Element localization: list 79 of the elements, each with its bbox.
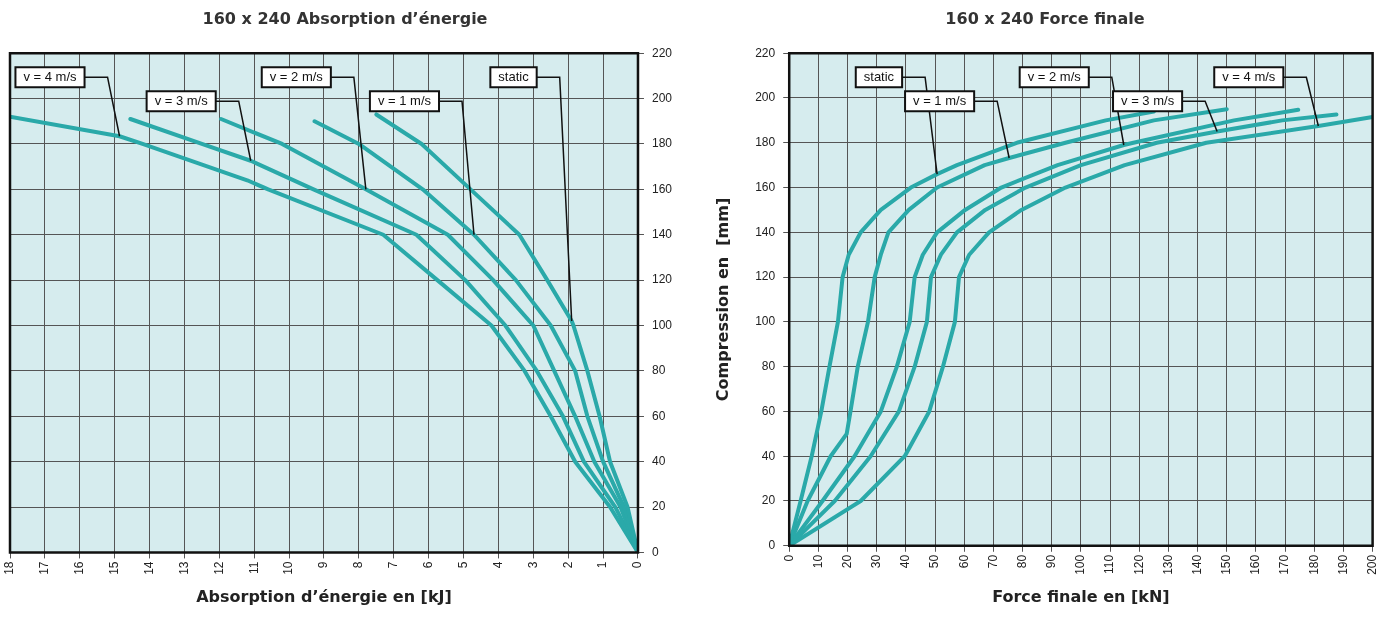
- x-tick-label: 70: [985, 554, 1000, 569]
- y-tick-label: 180: [755, 135, 776, 150]
- y-tick-label: 60: [651, 408, 666, 423]
- annotation: static: [863, 68, 895, 84]
- y-tick-label: 120: [651, 272, 673, 287]
- x-tick-label: 11: [246, 561, 261, 574]
- x-tick-label: 160: [1248, 554, 1263, 575]
- x-tick-label: 40: [898, 554, 913, 569]
- y-tick-label: 160: [755, 179, 776, 194]
- y-tick-label: 0: [768, 538, 776, 553]
- x-tick-label: 130: [1160, 554, 1175, 575]
- x-tick-label: 13: [176, 561, 191, 575]
- y-tick-label: 120: [755, 269, 776, 284]
- x-tick-label: 110: [1102, 554, 1117, 574]
- x-tick-label: 8: [351, 561, 366, 569]
- y-tick-label: 60: [761, 403, 776, 418]
- x-tick-label: 60: [956, 554, 971, 569]
- y-tick-label: 80: [761, 358, 776, 373]
- y-tick-label: 100: [651, 317, 673, 332]
- annotation: v = 1 m/s: [377, 92, 432, 108]
- y-tick-label: 0: [651, 544, 659, 559]
- x-tick-label: 10: [810, 554, 825, 569]
- y-tick-label: 220: [651, 45, 673, 60]
- x-axis-title: Force finale en [kN]: [992, 586, 1170, 606]
- x-tick-label: 180: [1306, 554, 1321, 575]
- x-tick-label: 16: [72, 561, 87, 575]
- annotation: v = 4 m/s: [1222, 68, 1276, 84]
- y-tick-label: 140: [755, 224, 776, 239]
- y-tick-label: 140: [651, 227, 673, 242]
- x-tick-label: 20: [839, 554, 854, 569]
- y-tick-label: 20: [761, 493, 776, 508]
- x-tick-label: 17: [37, 561, 52, 575]
- y-tick-label: 200: [755, 90, 776, 105]
- x-tick-label: 4: [490, 561, 505, 569]
- annotation: v = 1 m/s: [913, 92, 967, 108]
- x-tick-label: 100: [1073, 554, 1088, 575]
- x-tick-label: 170: [1277, 554, 1292, 575]
- chart-title: 160 x 240 Absorption d’énergie: [202, 8, 488, 28]
- x-tick-label: 120: [1131, 554, 1146, 575]
- x-tick-label: 190: [1335, 554, 1350, 575]
- x-tick-label: 150: [1219, 554, 1234, 575]
- y-tick-label: 180: [651, 136, 673, 151]
- y-tick-label: 40: [651, 453, 666, 468]
- y-tick-label: 20: [651, 499, 666, 514]
- x-tick-label: 5: [455, 561, 470, 569]
- annotation: v = 3 m/s: [1121, 92, 1175, 108]
- chart-title: 160 x 240 Force finale: [945, 8, 1145, 28]
- annotation: v = 3 m/s: [154, 92, 209, 108]
- y-tick-label: 40: [761, 448, 776, 463]
- x-tick-label: 90: [1044, 554, 1059, 569]
- annotation: v = 4 m/s: [23, 68, 78, 84]
- x-tick-label: 9: [316, 561, 331, 569]
- annotation: v = 2 m/s: [269, 68, 324, 84]
- x-tick-label: 7: [386, 561, 401, 569]
- y-axis-title: Compression en [mm]: [712, 197, 732, 402]
- x-tick-label: 1: [595, 561, 610, 569]
- y-tick-label: 220: [755, 45, 776, 60]
- x-axis-title: Absorption d’énergie en [kJ]: [196, 586, 452, 606]
- x-tick-label: 18: [2, 561, 17, 575]
- x-tick-label: 0: [781, 554, 796, 562]
- annotation: static: [498, 68, 530, 84]
- x-tick-label: 3: [525, 561, 540, 569]
- x-tick-label: 6: [420, 561, 435, 569]
- y-tick-label: 100: [755, 314, 776, 329]
- x-tick-label: 0: [630, 561, 645, 569]
- annotation: v = 2 m/s: [1027, 68, 1082, 84]
- y-tick-label: 160: [651, 181, 673, 196]
- x-tick-label: 15: [106, 561, 121, 575]
- y-tick-label: 80: [651, 363, 666, 378]
- x-tick-label: 30: [869, 554, 884, 569]
- x-tick-label: 2: [560, 561, 575, 569]
- x-tick-label: 140: [1189, 554, 1204, 575]
- x-tick-label: 14: [141, 561, 156, 575]
- x-tick-label: 200: [1364, 554, 1379, 575]
- x-tick-label: 12: [211, 561, 226, 575]
- x-tick-label: 10: [281, 561, 296, 575]
- x-tick-label: 80: [1014, 554, 1029, 569]
- x-tick-label: 50: [927, 554, 942, 569]
- y-tick-label: 200: [651, 90, 673, 105]
